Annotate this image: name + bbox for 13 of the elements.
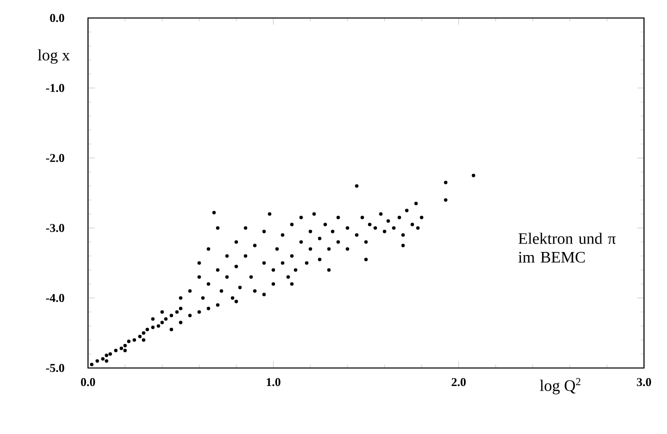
- y-tick-label: 0.0: [50, 14, 64, 22]
- x-axis-title: log Q$^{2}$: [540, 378, 580, 394]
- y-tick-label: -4.0: [46, 294, 64, 302]
- y-tick-label: -2.0: [46, 154, 64, 162]
- y-tick-label: -1.0: [46, 84, 64, 92]
- y-tick-label: -5.0: [46, 364, 64, 372]
- x-tick-label: 0.0: [80, 378, 96, 386]
- annotation: Elektron und π im BEMC: [518, 232, 616, 263]
- y-axis-title: log x: [38, 49, 70, 64]
- x-tick-label: 3.0: [636, 378, 652, 386]
- x-tick-label: 1.0: [266, 378, 280, 386]
- x-tick-label: 2.0: [452, 378, 466, 386]
- y-tick-label: -3.0: [46, 224, 64, 232]
